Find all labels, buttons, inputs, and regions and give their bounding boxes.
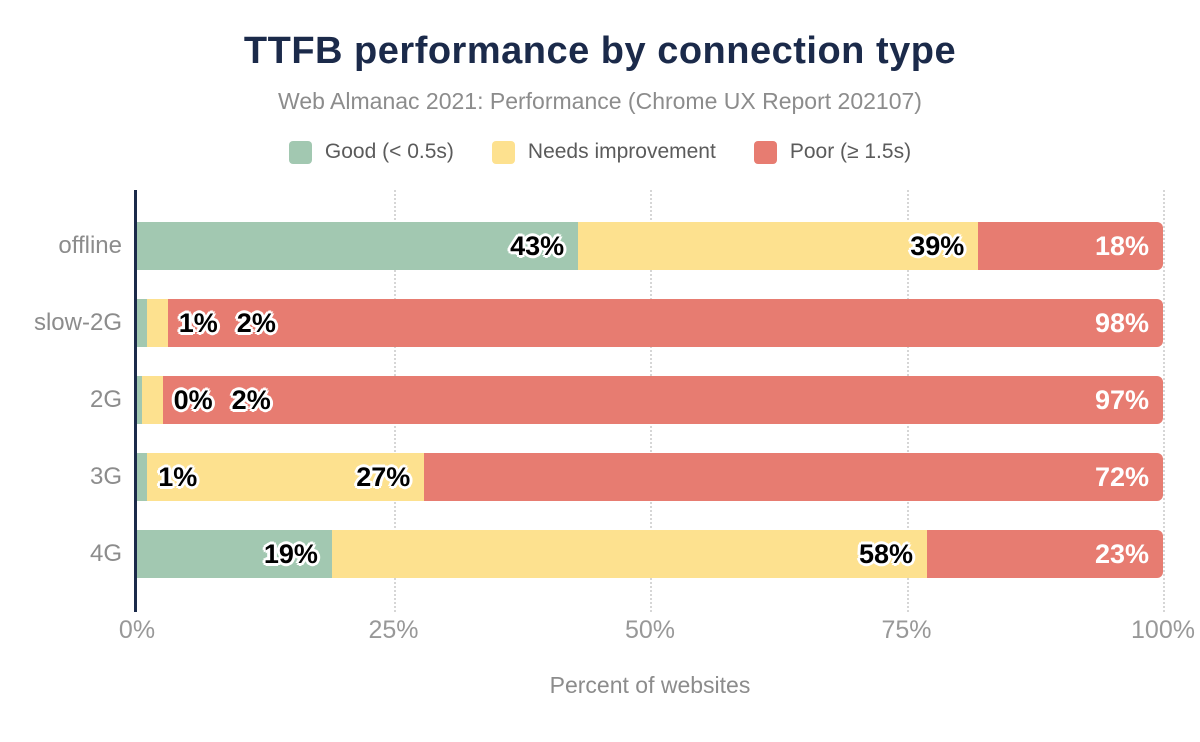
bar-segment-good-offline	[137, 222, 579, 270]
bar-row-offline: 43% 39% 18%	[137, 222, 1163, 270]
bar-value-label: 58%	[858, 539, 914, 569]
bar-segment-poor-4G	[927, 530, 1163, 578]
x-tick-0%: 0%	[118, 616, 156, 644]
x-tick-50%: 50%	[624, 616, 676, 644]
legend-swatch-needs-improvement	[491, 140, 515, 164]
bar-value-label: 1%	[178, 308, 218, 338]
legend-swatch-good	[288, 140, 312, 164]
plot-area: 43% 39% 18% 98% 1% 2% 97% 0% 2% 27% 72% 1% 19% 58% 23%	[134, 190, 1165, 612]
bar-segment-needs-improvement-3G	[147, 453, 425, 501]
bar-segment-needs-improvement-2G	[142, 376, 163, 424]
bar-row-4G: 19% 58% 23%	[137, 530, 1163, 578]
gridline-100	[1163, 190, 1165, 612]
x-axis-label: Percent of websites	[549, 672, 751, 698]
y-label-4G: 4G	[89, 540, 122, 567]
bar-segment-needs-improvement-slow-2G	[147, 299, 168, 347]
bar-segment-poor-2G	[162, 376, 1163, 424]
x-tick-25%: 25%	[368, 616, 419, 644]
bar-small-value-labels: 0% 2%	[174, 376, 271, 424]
x-axis-ticks: 0% 25% 50% 75% 100%	[119, 616, 1195, 648]
y-label-slow-2G: slow-2G	[33, 309, 122, 336]
bar-small-value-labels: 1%	[158, 453, 197, 501]
bar-row-slow-2G: 98% 1% 2%	[137, 299, 1163, 347]
bar-segment-good-slow-2G	[137, 299, 148, 347]
bar-value-label: 72%	[1094, 462, 1149, 492]
bar-row-2G: 97% 0% 2%	[137, 376, 1163, 424]
bar-segment-poor-offline	[978, 222, 1163, 270]
bar-value-label: 2%	[236, 308, 276, 338]
y-axis-line	[134, 190, 137, 612]
legend-item-needs-improvement: Needs improvement	[491, 140, 716, 164]
legend-swatch-poor	[753, 140, 777, 164]
bar-segment-good-3G	[137, 453, 148, 501]
bar-value-label: 23%	[1094, 539, 1149, 569]
legend: Good (< 0.5s) Needs improvement Poor (≥ 1.…	[0, 140, 1200, 164]
bar-value-label: 43%	[510, 231, 565, 261]
bar-segment-poor-3G	[424, 453, 1163, 501]
bar-value-label: 27%	[356, 462, 411, 492]
bar-segment-good-2G	[137, 376, 143, 424]
bar-row-3G: 27% 72% 1%	[137, 453, 1163, 501]
legend-label: Needs improvement	[527, 140, 716, 163]
bar-value-label: 19%	[263, 539, 318, 569]
bar-value-label: 1%	[158, 462, 198, 492]
legend-item-poor: Poor (≥ 1.5s)	[753, 140, 912, 164]
legend-label: Good (< 0.5s)	[324, 140, 454, 163]
bar-value-label: 39%	[910, 231, 965, 261]
bar-small-value-labels: 1% 2%	[179, 299, 276, 347]
bar-segment-poor-slow-2G	[167, 299, 1163, 347]
bar-segment-good-4G	[137, 530, 332, 578]
y-label-3G: 3G	[89, 463, 122, 490]
legend-label: Poor (≥ 1.5s)	[789, 140, 912, 163]
bar-value-label: 97%	[1094, 385, 1149, 415]
x-tick-75%: 75%	[881, 616, 932, 644]
y-label-offline: offline	[58, 232, 122, 259]
bar-value-label: 98%	[1094, 308, 1149, 338]
bar-value-label: 18%	[1094, 231, 1149, 261]
x-tick-100%: 100%	[1131, 616, 1195, 644]
chart-subtitle: Web Almanac 2021: Performance (Chrome UX…	[278, 88, 922, 114]
legend-item-good: Good (< 0.5s)	[288, 140, 454, 164]
y-label-2G: 2G	[89, 386, 122, 413]
bar-segment-needs-improvement-offline	[578, 222, 979, 270]
chart-title: TTFB performance by connection type	[243, 30, 957, 72]
bar-segment-needs-improvement-4G	[331, 530, 928, 578]
bar-value-label: 2%	[231, 385, 271, 415]
y-axis-labels: offline slow-2G 2G 3G 4G	[0, 190, 122, 612]
bar-value-label: 0%	[173, 385, 213, 415]
